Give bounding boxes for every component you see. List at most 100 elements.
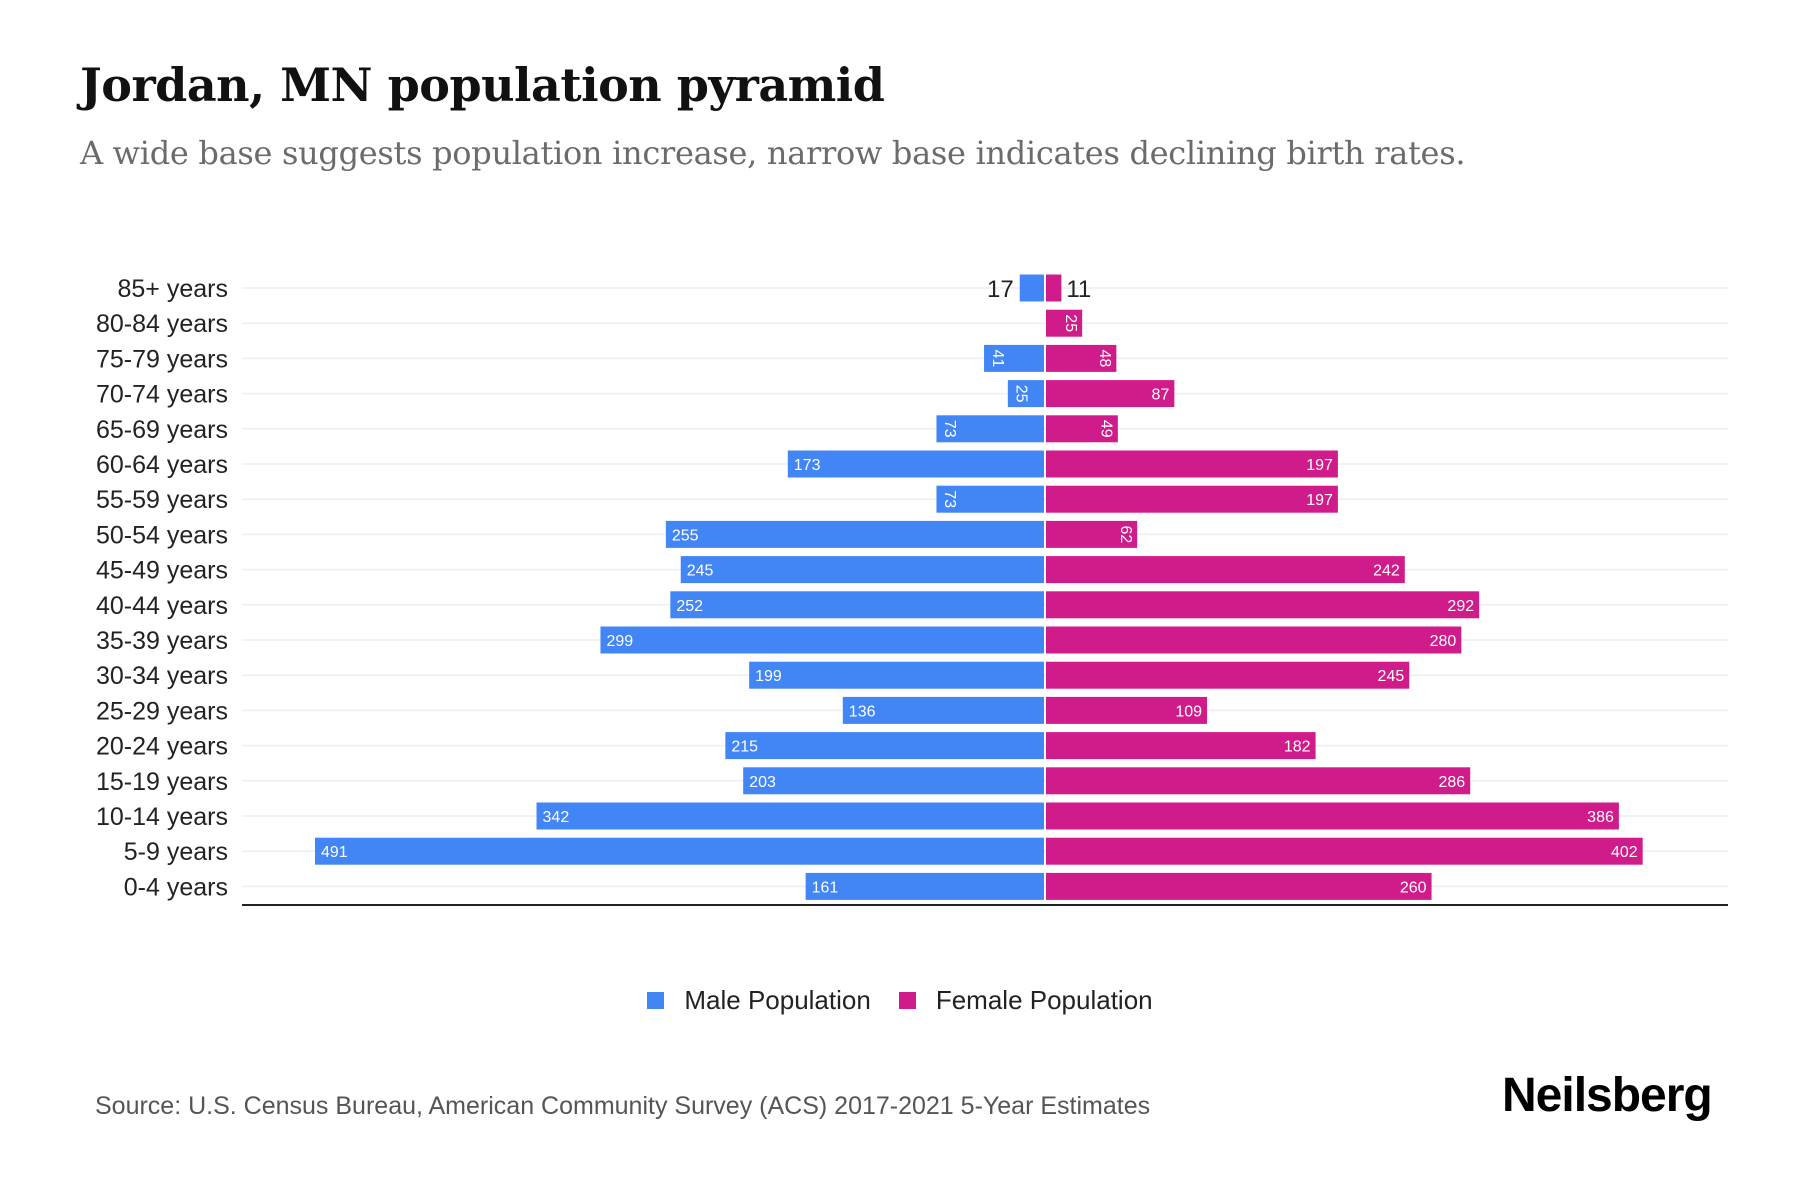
age-group-label: 40-44 years bbox=[96, 592, 228, 620]
legend-label-male: Male Population bbox=[684, 985, 871, 1015]
age-group-label: 65-69 years bbox=[96, 416, 228, 444]
male-bar[interactable] bbox=[787, 450, 1044, 478]
male-bar[interactable] bbox=[842, 696, 1044, 724]
chart-subtitle: A wide base suggests population increase… bbox=[80, 134, 1466, 172]
data-label: 173 bbox=[794, 457, 821, 474]
source-note: Source: U.S. Census Bureau, American Com… bbox=[95, 1092, 1151, 1120]
male-bar[interactable] bbox=[743, 767, 1044, 795]
bars bbox=[315, 274, 1643, 900]
age-group-labels: 85+ years 80-84 years 75-79 years 70-74 yea… bbox=[96, 275, 228, 901]
data-label: 215 bbox=[731, 739, 758, 756]
female-bar[interactable] bbox=[1046, 415, 1118, 443]
data-label: 197 bbox=[1306, 457, 1333, 474]
data-label: 255 bbox=[672, 527, 699, 544]
chart-title: Jordan, MN population pyramid bbox=[80, 58, 885, 112]
age-group-label: 75-79 years bbox=[96, 345, 228, 373]
data-label: 49 bbox=[1098, 420, 1115, 438]
female-bar[interactable] bbox=[1046, 732, 1316, 760]
data-labels: 17 11 25 41 48 25 87 73 49 173 197 73 197 255 62 245 242… bbox=[321, 276, 1638, 896]
male-bar[interactable] bbox=[984, 344, 1044, 372]
data-label: 48 bbox=[1096, 350, 1113, 368]
data-label: 11 bbox=[1066, 276, 1091, 303]
data-label: 299 bbox=[606, 633, 633, 650]
data-label: 203 bbox=[749, 774, 776, 791]
female-bar[interactable] bbox=[1046, 767, 1471, 795]
data-label: 41 bbox=[989, 350, 1006, 368]
male-bar[interactable] bbox=[936, 485, 1044, 513]
age-group-label: 45-49 years bbox=[96, 557, 228, 585]
legend: Male Population Female Population bbox=[0, 985, 1800, 1016]
data-label: 292 bbox=[1447, 598, 1474, 615]
legend-swatch-male bbox=[647, 992, 665, 1009]
age-group-label: 30-34 years bbox=[96, 662, 228, 690]
age-group-label: 70-74 years bbox=[96, 381, 228, 409]
brand-logo[interactable]: Neilsberg bbox=[1502, 1069, 1713, 1122]
female-bar[interactable] bbox=[1046, 661, 1410, 689]
male-bar[interactable] bbox=[600, 626, 1044, 654]
gridlines bbox=[242, 287, 1728, 888]
data-label: 136 bbox=[849, 703, 876, 720]
female-bar[interactable] bbox=[1046, 837, 1643, 865]
female-bar[interactable] bbox=[1046, 696, 1208, 724]
data-label: 197 bbox=[1306, 492, 1333, 509]
male-bar[interactable] bbox=[1019, 274, 1044, 302]
data-label: 245 bbox=[1378, 668, 1405, 685]
female-bar[interactable] bbox=[1046, 520, 1138, 548]
data-label: 386 bbox=[1587, 809, 1614, 826]
age-group-label: 80-84 years bbox=[96, 310, 228, 338]
legend-swatch-female bbox=[898, 992, 916, 1009]
age-group-label: 5-9 years bbox=[124, 838, 228, 866]
male-bar[interactable] bbox=[805, 872, 1044, 900]
female-bar[interactable] bbox=[1046, 309, 1083, 337]
female-bar[interactable] bbox=[1046, 802, 1619, 830]
data-label: 242 bbox=[1373, 563, 1400, 580]
data-label: 491 bbox=[321, 844, 348, 861]
female-bar[interactable] bbox=[1046, 556, 1405, 584]
male-bar[interactable] bbox=[749, 661, 1044, 689]
male-bar[interactable] bbox=[725, 732, 1044, 760]
data-label: 199 bbox=[755, 668, 782, 685]
data-label: 25 bbox=[1013, 385, 1030, 403]
data-label: 252 bbox=[676, 598, 703, 615]
male-bar[interactable] bbox=[536, 802, 1044, 830]
data-label: 25 bbox=[1062, 314, 1079, 332]
data-label: 245 bbox=[687, 563, 714, 580]
male-bar[interactable] bbox=[936, 415, 1044, 443]
data-label: 342 bbox=[543, 809, 570, 826]
female-bar[interactable] bbox=[1046, 626, 1462, 654]
male-bar[interactable] bbox=[665, 520, 1044, 548]
legend-item-female[interactable]: Female Population bbox=[898, 985, 1153, 1016]
legend-item-male[interactable]: Male Population bbox=[647, 985, 871, 1016]
age-group-label: 10-14 years bbox=[96, 803, 228, 831]
age-group-label: 85+ years bbox=[118, 275, 229, 303]
age-group-label: 55-59 years bbox=[96, 486, 228, 514]
legend-label-female: Female Population bbox=[935, 985, 1153, 1015]
data-label: 87 bbox=[1152, 387, 1170, 404]
male-bar[interactable] bbox=[1007, 380, 1044, 408]
data-label: 280 bbox=[1430, 633, 1457, 650]
data-label: 402 bbox=[1611, 844, 1638, 861]
age-group-label: 50-54 years bbox=[96, 521, 228, 549]
female-bar[interactable] bbox=[1046, 485, 1338, 513]
data-label: 109 bbox=[1175, 703, 1202, 720]
data-label: 62 bbox=[1117, 526, 1134, 544]
data-label: 17 bbox=[987, 276, 1014, 303]
age-group-label: 15-19 years bbox=[96, 768, 228, 796]
female-bar[interactable] bbox=[1046, 274, 1062, 302]
female-bar[interactable] bbox=[1046, 380, 1175, 408]
data-label: 73 bbox=[941, 490, 958, 508]
age-group-label: 60-64 years bbox=[96, 451, 228, 479]
data-label: 161 bbox=[812, 879, 839, 896]
female-bar[interactable] bbox=[1046, 344, 1117, 372]
male-bar[interactable] bbox=[680, 556, 1044, 584]
male-bar[interactable] bbox=[670, 591, 1044, 619]
male-bar[interactable] bbox=[315, 837, 1044, 865]
age-group-label: 35-39 years bbox=[96, 627, 228, 655]
age-group-label: 20-24 years bbox=[96, 733, 228, 761]
age-group-label: 0-4 years bbox=[124, 873, 228, 901]
data-label: 260 bbox=[1400, 879, 1427, 896]
population-pyramid-chart: 85+ years 80-84 years 75-79 years 70-74 yea… bbox=[96, 274, 1728, 906]
female-bar[interactable] bbox=[1046, 591, 1480, 619]
female-bar[interactable] bbox=[1046, 450, 1338, 478]
female-bar[interactable] bbox=[1046, 872, 1432, 900]
